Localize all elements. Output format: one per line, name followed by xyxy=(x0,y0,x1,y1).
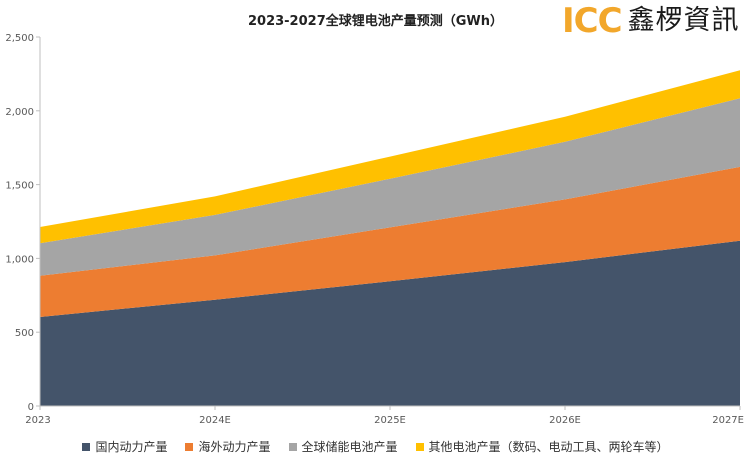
y-tick-label: 500 xyxy=(15,328,34,339)
legend-label: 海外动力产量 xyxy=(198,440,271,454)
y-tick-label: 2,000 xyxy=(5,107,34,118)
x-tick-label: 2027E xyxy=(712,415,744,426)
area-series-2 xyxy=(40,166,740,317)
legend-item-1: 国内动力产量 xyxy=(82,438,167,455)
legend-item-2: 海外动力产量 xyxy=(185,438,271,455)
axes: 0 500 1,000 1,500 2,000 2,500 2023 2024E 2025E 20… xyxy=(5,33,744,426)
legend-item-3: 全球储能电池产量 xyxy=(288,438,398,455)
y-tick-label: 2,500 xyxy=(5,33,34,44)
icc-logo: ICC 鑫椤資訊 xyxy=(562,4,740,38)
legend-swatch xyxy=(82,442,91,451)
x-tick-label: 2024E xyxy=(199,415,231,426)
x-tick-label: 2026E xyxy=(549,415,581,426)
legend-label: 全球储能电池产量 xyxy=(301,440,398,454)
logo-chinese-text: 鑫椤資訊 xyxy=(627,5,740,36)
area-series-4 xyxy=(40,70,740,244)
chart-legend: 国内动力产量 海外动力产量 全球储能电池产量 其他电池产量（数码、电动工具、两轮车等） xyxy=(0,438,751,455)
chart-title: 2023-2027全球锂电池产量预测（GWh） xyxy=(247,14,504,29)
legend-label: 国内动力产量 xyxy=(95,440,168,454)
area-series-1 xyxy=(40,240,740,406)
legend-label: 其他电池产量（数码、电动工具、两轮车等） xyxy=(428,440,669,454)
legend-swatch xyxy=(185,442,194,451)
x-tick-label: 2023 xyxy=(25,415,50,426)
y-tick-label: 1,500 xyxy=(5,181,34,192)
area-layers xyxy=(40,70,740,406)
legend-swatch xyxy=(415,442,424,451)
x-tick-label: 2025E xyxy=(374,415,406,426)
logo-latin-text: ICC xyxy=(562,1,623,41)
legend-swatch xyxy=(288,442,297,451)
area-series-3 xyxy=(40,98,740,276)
y-tick-label: 1,000 xyxy=(5,254,34,265)
y-tick-label: 0 xyxy=(28,402,34,413)
legend-item-4: 其他电池产量（数码、电动工具、两轮车等） xyxy=(415,438,669,455)
